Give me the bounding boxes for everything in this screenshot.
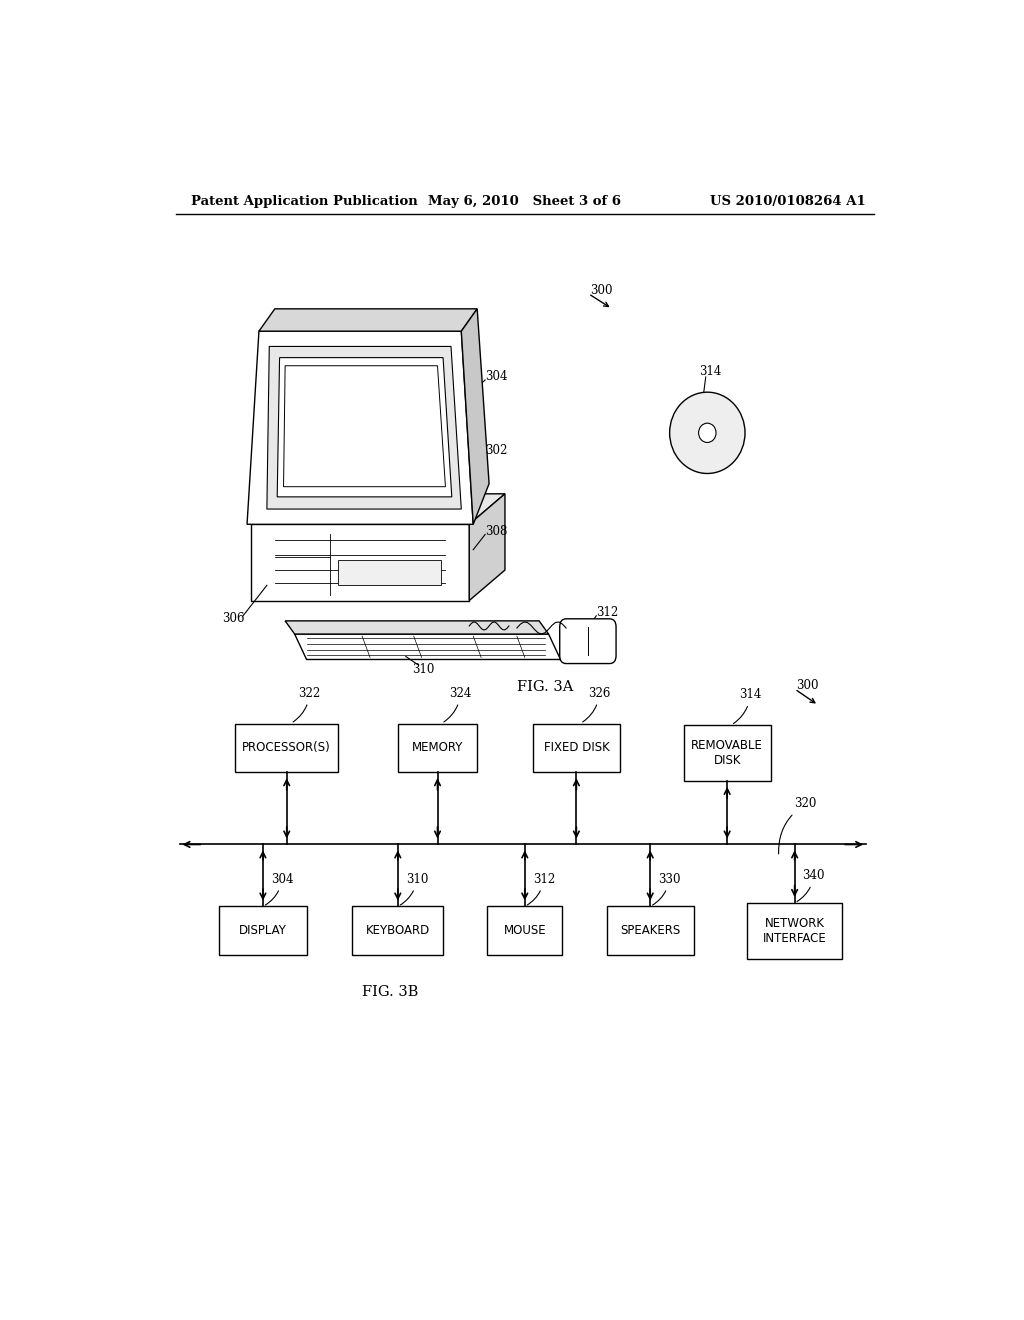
Polygon shape <box>267 346 461 510</box>
Polygon shape <box>285 620 549 634</box>
Text: MOUSE: MOUSE <box>504 924 546 937</box>
Text: 300: 300 <box>590 284 612 297</box>
Text: 324: 324 <box>443 686 472 722</box>
Text: DISPLAY: DISPLAY <box>239 924 287 937</box>
Text: 304: 304 <box>265 873 293 906</box>
FancyBboxPatch shape <box>684 725 771 781</box>
FancyBboxPatch shape <box>748 903 842 958</box>
Polygon shape <box>295 634 560 660</box>
Text: 320: 320 <box>778 797 817 854</box>
Text: PROCESSOR(S): PROCESSOR(S) <box>243 742 331 755</box>
FancyBboxPatch shape <box>606 907 694 956</box>
Text: FIXED DISK: FIXED DISK <box>544 742 609 755</box>
Text: 308: 308 <box>485 525 508 539</box>
Text: US 2010/0108264 A1: US 2010/0108264 A1 <box>711 194 866 207</box>
Polygon shape <box>247 331 473 524</box>
Text: 300: 300 <box>797 680 819 693</box>
Text: FIG. 3A: FIG. 3A <box>517 680 573 694</box>
Text: 312: 312 <box>596 606 618 619</box>
Text: 306: 306 <box>221 612 244 626</box>
Ellipse shape <box>698 424 716 442</box>
Text: 304: 304 <box>485 371 508 383</box>
Text: 314: 314 <box>699 366 722 379</box>
FancyBboxPatch shape <box>352 907 443 956</box>
Polygon shape <box>251 494 505 524</box>
Text: 312: 312 <box>527 873 555 906</box>
FancyBboxPatch shape <box>532 723 620 772</box>
FancyBboxPatch shape <box>397 723 477 772</box>
FancyBboxPatch shape <box>236 723 338 772</box>
Text: 330: 330 <box>652 873 681 906</box>
Text: KEYBOARD: KEYBOARD <box>366 924 430 937</box>
Text: 326: 326 <box>583 686 610 722</box>
Polygon shape <box>259 309 477 331</box>
Text: NETWORK
INTERFACE: NETWORK INTERFACE <box>763 917 826 945</box>
Text: FIG. 3B: FIG. 3B <box>361 985 418 999</box>
Text: 310: 310 <box>412 663 434 676</box>
Text: MEMORY: MEMORY <box>412 742 463 755</box>
Polygon shape <box>469 494 505 601</box>
Polygon shape <box>278 358 452 496</box>
FancyBboxPatch shape <box>560 619 616 664</box>
Polygon shape <box>461 309 489 524</box>
FancyBboxPatch shape <box>219 907 306 956</box>
Text: 314: 314 <box>733 688 762 723</box>
Text: 322: 322 <box>293 686 321 722</box>
FancyBboxPatch shape <box>338 560 441 585</box>
Ellipse shape <box>670 392 745 474</box>
Text: 302: 302 <box>485 444 508 457</box>
Text: REMOVABLE
DISK: REMOVABLE DISK <box>691 739 763 767</box>
Text: May 6, 2010   Sheet 3 of 6: May 6, 2010 Sheet 3 of 6 <box>428 194 622 207</box>
Text: SPEAKERS: SPEAKERS <box>621 924 680 937</box>
Polygon shape <box>251 524 469 601</box>
Text: 310: 310 <box>400 873 428 906</box>
FancyBboxPatch shape <box>487 907 562 956</box>
Text: Patent Application Publication: Patent Application Publication <box>191 194 418 207</box>
Text: 340: 340 <box>797 869 825 902</box>
